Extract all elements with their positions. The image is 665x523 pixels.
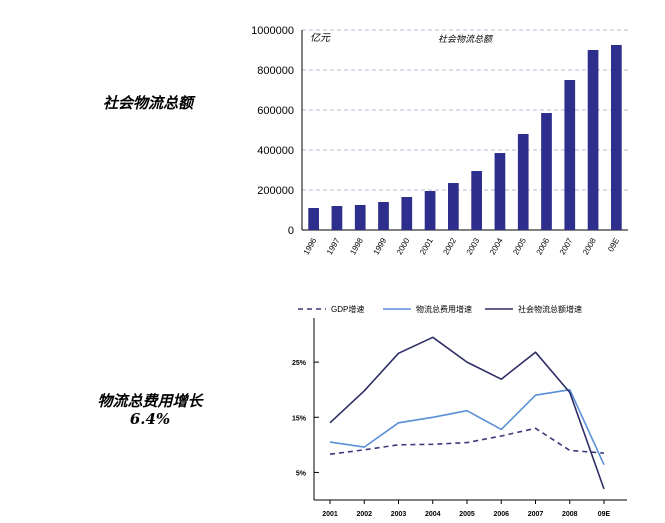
bar-2008: [587, 50, 599, 230]
bar-1998: [354, 205, 366, 230]
line-chart-x-tick-label: 2004: [425, 511, 441, 518]
line-chart-x-tick-label: 2002: [356, 511, 372, 518]
bar-1996: [308, 208, 319, 230]
bar-chart-title: 社会物流总额: [438, 34, 494, 44]
bar-chart-y-unit: 亿元: [310, 32, 331, 44]
bar-chart-x-tick-label: 1997: [325, 236, 342, 256]
bar-2006: [541, 113, 552, 230]
bar-chart-x-tick-label: 2004: [488, 236, 505, 256]
line-series-3: [329, 336, 605, 490]
bar-chart-y-tick-label: 1000000: [251, 25, 294, 37]
bar-2001: [424, 191, 436, 230]
legend-label-2: 物流总费用增速: [416, 304, 472, 314]
bar-2000: [401, 197, 413, 230]
bar-chart-x-tick-label: 2001: [418, 236, 435, 256]
line-chart-x-tick-label: 2006: [493, 511, 509, 518]
line-series-2: [329, 388, 605, 466]
bar-chart-x-tick-label: 1998: [348, 236, 365, 256]
bar-chart-x-tick-label: 2003: [465, 236, 482, 256]
bar-chart-x-tick-label: 2002: [441, 236, 458, 256]
legend-label-3: 社会物流总额增速: [518, 304, 582, 314]
bar-chart-y-tick-label: 600000: [257, 105, 294, 117]
total-logistics-label: 社会物流总额: [102, 94, 193, 112]
legend-label-1: GDP增速: [331, 304, 364, 314]
bar-2004: [494, 153, 506, 230]
line-chart-x-tick-label: 2007: [528, 511, 544, 518]
line-series-1: [329, 427, 605, 455]
line-chart-x-tick-label: 09E: [598, 511, 611, 518]
line-chart-x-tick-label: 2005: [459, 511, 475, 518]
bar-chart-x-tick-label: 09E: [606, 237, 621, 254]
line-chart-y-tick-label: 25%: [292, 360, 307, 367]
line-chart-x-tick-label: 2001: [322, 511, 338, 518]
bar-09E: [611, 45, 622, 230]
logistics-cost-growth-label: 物流总费用增长: [97, 392, 203, 410]
bar-1997: [331, 206, 343, 230]
bar-chart-y-tick-label: 200000: [257, 185, 294, 197]
bar-chart-x-tick-label: 2006: [535, 236, 552, 256]
line-chart-x-tick-label: 2003: [391, 511, 407, 518]
bar-chart-x-tick-label: 2007: [558, 236, 575, 256]
bar-chart-x-tick-label: 1996: [302, 236, 319, 256]
bar-2007: [564, 80, 576, 230]
bar-2003: [471, 171, 482, 230]
bar-2005: [517, 134, 529, 230]
bar-chart-x-tick-label: 1999: [372, 236, 389, 256]
bar-chart-x-tick-label: 2000: [395, 236, 412, 256]
line-chart-y-tick-label: 5%: [296, 470, 307, 477]
line-chart-x-tick-label: 2008: [562, 511, 578, 518]
line-chart-y-tick-label: 15%: [292, 415, 307, 422]
bar-chart-x-tick-label: 2005: [511, 236, 528, 256]
logistics-cost-growth-value: 6.4%: [129, 410, 171, 428]
bar-chart-y-tick-label: 0: [288, 225, 294, 237]
bar-1999: [378, 202, 389, 230]
bar-chart-x-tick-label: 2008: [581, 236, 598, 256]
bar-chart-y-tick-label: 400000: [257, 145, 294, 157]
bar-2002: [448, 183, 459, 230]
bar-chart-y-tick-label: 800000: [257, 65, 294, 77]
